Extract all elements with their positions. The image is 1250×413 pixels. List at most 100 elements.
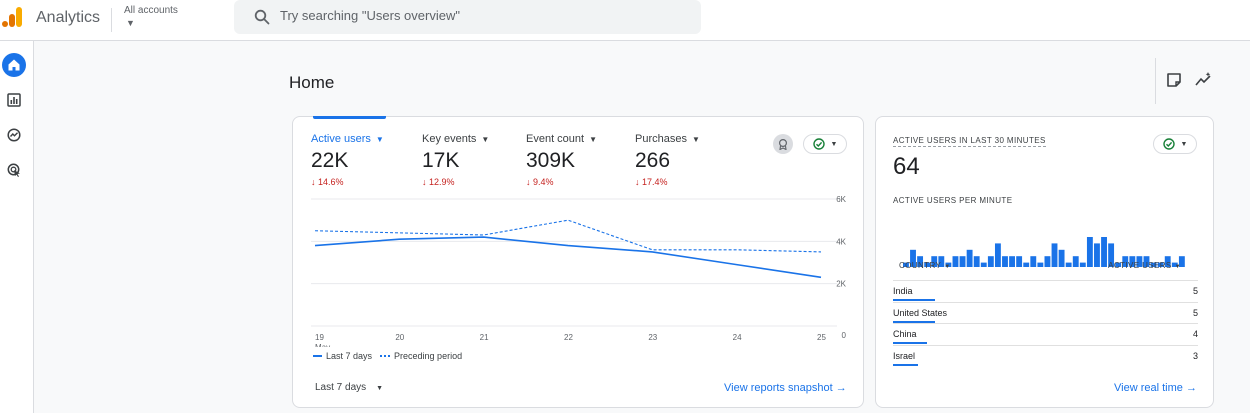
minute-bar[interactable] (931, 256, 938, 267)
minute-bar[interactable] (1178, 256, 1185, 267)
metric-value: 22K (311, 149, 349, 172)
date-range-select[interactable]: Last 7 days ▼ (315, 382, 384, 393)
advertising-nav-button[interactable] (2, 158, 26, 182)
minute-bar[interactable] (910, 249, 916, 267)
minute-bar[interactable] (903, 262, 909, 267)
header-divider (111, 8, 112, 32)
minute-bar[interactable] (1094, 243, 1100, 267)
account-selector[interactable]: All accounts (124, 5, 178, 16)
minute-bar[interactable] (1002, 256, 1008, 267)
home-nav-button[interactable] (2, 53, 26, 77)
minute-bar[interactable] (1016, 256, 1023, 267)
arrow-right-icon: → (835, 382, 847, 394)
country-active-users: 4 (1192, 329, 1198, 339)
minute-bar[interactable] (1164, 256, 1171, 267)
metric-change: ↓ 12.9% (422, 177, 455, 187)
minute-bar[interactable] (987, 256, 994, 267)
minute-bar[interactable] (1129, 256, 1136, 267)
country-name: Israel (893, 350, 916, 361)
y-tick-label: 0 (842, 331, 847, 340)
minute-bar[interactable] (924, 262, 931, 267)
x-tick-label: 21 (480, 333, 489, 342)
explore-nav-button[interactable] (2, 123, 26, 147)
table-row[interactable]: Israel 3 (893, 344, 1198, 366)
search-bar[interactable] (234, 0, 701, 34)
minute-bar[interactable] (1023, 262, 1030, 267)
reports-nav-button[interactable] (2, 88, 26, 112)
minute-bar[interactable] (952, 256, 959, 267)
country-active-users: 5 (1192, 286, 1198, 296)
table-row[interactable]: China 4 (893, 323, 1198, 344)
minute-bar[interactable] (1065, 262, 1072, 267)
metric-tab-event-count[interactable]: Event count ▼ 309K ↓ 9.4% (526, 133, 597, 187)
y-tick-label: 4K (836, 237, 846, 246)
country-share-bar (893, 363, 919, 366)
minute-bar[interactable] (1122, 256, 1129, 267)
realtime-status-button[interactable]: ▼ (1153, 134, 1197, 154)
minute-bar[interactable] (1079, 262, 1086, 267)
caret-down-icon: ▼ (1180, 140, 1188, 148)
notes-button[interactable] (1165, 71, 1183, 89)
minute-bar[interactable] (973, 256, 980, 267)
search-input[interactable] (280, 8, 680, 23)
view-reports-snapshot-link[interactable]: View reports snapshot → (724, 382, 847, 394)
minute-bar[interactable] (1171, 262, 1178, 267)
metric-tab-purchases[interactable]: Purchases ▼ 266 ↓ 17.4% (635, 133, 700, 187)
line-chart: 6K 4K 2K 0 19 20 21 22 23 24 25 May (311, 195, 847, 347)
minute-bar[interactable] (1058, 249, 1065, 267)
legend-item-preceding-period: Preceding period (380, 351, 462, 361)
metric-label: Event count ▼ (526, 133, 598, 145)
minute-bar[interactable] (1030, 256, 1037, 267)
minute-bar[interactable] (1143, 256, 1150, 267)
arrow-down-icon: ↓ (526, 177, 531, 187)
minute-bar[interactable] (945, 262, 952, 267)
analytics-logo-icon[interactable] (2, 6, 24, 28)
metric-value: 309K (526, 149, 576, 172)
left-navigation-rail (0, 41, 34, 413)
minute-bar[interactable] (1101, 237, 1107, 267)
top-bar: Analytics All accounts ▼ (0, 0, 1250, 41)
caret-down-icon: ▼ (944, 264, 951, 270)
minute-bar[interactable] (1136, 256, 1143, 267)
active-users-column-header[interactable]: ACTIVE USERS ▼ (1108, 261, 1181, 270)
minute-bar[interactable] (959, 256, 966, 267)
country-active-users: 5 (1192, 307, 1198, 318)
metric-tab-key-events[interactable]: Key events ▼ 17K ↓ 12.9% (422, 133, 489, 187)
metric-label: Key events ▼ (422, 133, 490, 145)
minute-bar[interactable] (994, 243, 1001, 267)
minute-bar[interactable] (1150, 262, 1157, 267)
minute-bar[interactable] (1108, 243, 1115, 267)
minute-bar[interactable] (966, 249, 973, 267)
advertising-icon (7, 163, 20, 177)
data-quality-status-button[interactable]: ▼ (803, 134, 847, 154)
minute-bar[interactable] (1072, 256, 1079, 267)
minute-bar[interactable] (938, 256, 945, 267)
x-tick-label: 22 (564, 333, 573, 342)
country-name: China (893, 329, 917, 339)
table-row[interactable]: United States 5 (893, 301, 1198, 323)
metric-label: Active users ▼ (311, 133, 384, 145)
check-circle-icon (812, 138, 825, 150)
account-caret-icon[interactable]: ▼ (126, 18, 135, 28)
table-row[interactable]: India 5 (893, 280, 1198, 301)
insights-badge-icon[interactable] (773, 134, 793, 154)
page-title: Home (289, 73, 335, 92)
country-share-bar (893, 299, 935, 301)
view-real-time-link[interactable]: View real time → (1114, 382, 1197, 394)
minute-bar[interactable] (1051, 243, 1058, 267)
header-right-divider (1155, 58, 1156, 104)
minute-bar[interactable] (1115, 262, 1122, 267)
minute-bar[interactable] (1037, 262, 1044, 267)
minute-bar[interactable] (1009, 256, 1015, 267)
metric-tab-active-users[interactable]: Active users ▼ 22K ↓ 14.6% (311, 133, 384, 187)
minute-bar[interactable] (1086, 237, 1093, 267)
minute-bar[interactable] (917, 256, 924, 267)
insights-button[interactable] (1195, 71, 1213, 89)
minute-bar[interactable] (980, 262, 987, 267)
country-column-header[interactable]: COUNTRY ▼ (899, 261, 951, 270)
metric-value: 17K (422, 149, 460, 172)
chevron-down-icon: ▼ (481, 135, 490, 144)
minute-bar[interactable] (1157, 262, 1164, 267)
minute-bar[interactable] (1044, 256, 1051, 267)
x-tick-label: 24 (733, 333, 742, 342)
